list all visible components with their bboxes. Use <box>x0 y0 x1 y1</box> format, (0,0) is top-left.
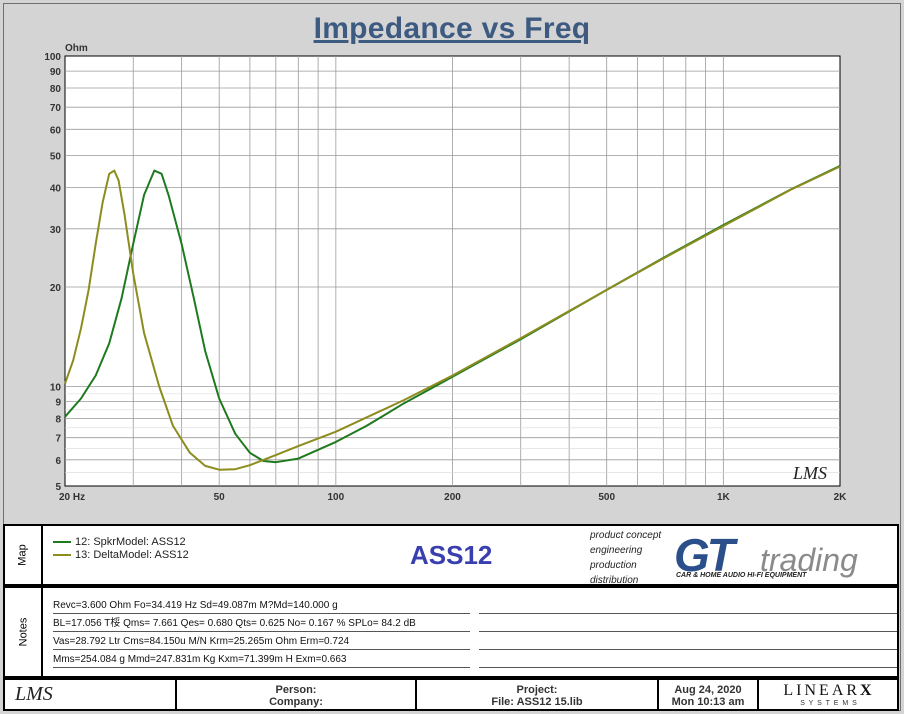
map-label: Map <box>17 544 29 566</box>
note-line: Mms=254.084 g Mmd=247.831m Kg Kxm=71.399… <box>53 652 470 668</box>
x-tick-label: 200 <box>444 492 461 503</box>
series-group <box>64 164 841 471</box>
notes-panel: Notes Revc=3.600 Ohm Fo=34.419 Hz Sd=49.… <box>3 586 899 678</box>
x-tick-label: 2K <box>834 492 848 503</box>
footer-date-cell: Aug 24, 2020 Mon 10:13 am <box>659 680 759 709</box>
note-line: Vas=28.792 Ltr Cms=84.150u M/N Krm=25.26… <box>53 634 470 650</box>
notes-side-label: Notes <box>5 588 43 676</box>
logo-gt: GT <box>674 529 735 581</box>
y-tick-label: 40 <box>50 184 62 195</box>
y-tick-label: 20 <box>50 283 62 294</box>
logo-tagline: CAR & HOME AUDIO HI-FI EQUIPMENT <box>676 572 807 579</box>
footer-lms-cell: LMS <box>5 680 177 709</box>
legend-item-spkr: 12: SpkrModel: ASS12 <box>53 536 186 548</box>
legend-label-spkr: 12: SpkrModel: ASS12 <box>75 536 186 548</box>
note-line: BL=17.056 T桵 Qms= 7.661 Qes= 0.680 Qts= … <box>53 616 470 632</box>
logo-word: product concept <box>590 530 662 541</box>
date-label: Aug 24, 2020 <box>674 684 742 696</box>
footer-project-cell: Project: File: ASS12 15.lib <box>417 680 659 709</box>
chart-title: Impedance vs Freq <box>313 12 591 45</box>
x-tick-labels: 20 Hz 50 100 200 500 1K 2K <box>59 492 847 503</box>
y-tick-label: 6 <box>55 456 61 467</box>
linearx-logo: LINEARX S Y S T E M S <box>765 682 893 710</box>
model-name: ASS12 <box>410 540 493 570</box>
file-label: File: ASS12 15.lib <box>491 696 583 708</box>
notes-label: Notes <box>17 617 29 647</box>
y-tick-label: 8 <box>55 415 61 426</box>
gt-trading-logo: product concept engineering production d… <box>590 528 902 586</box>
note-line-blank <box>479 634 897 650</box>
y-tick-label: 9 <box>55 398 61 409</box>
y-tick-labels: 5 6 7 8 9 10 20 30 40 50 60 70 80 90 100 <box>44 52 61 493</box>
lms-watermark: LMS <box>792 463 827 483</box>
brand-sub: S Y S T E M S <box>800 700 858 707</box>
logo-word: engineering <box>590 545 643 556</box>
person-label: Person: <box>275 684 317 696</box>
legend-swatch-delta <box>53 554 71 556</box>
impedance-chart: 5 6 7 8 9 10 20 30 40 50 60 70 80 90 100 20 Hz 50 100 200… <box>44 43 847 503</box>
legend-label-delta: 13: DeltaModel: ASS12 <box>75 549 189 561</box>
footer-lms-logo: LMS <box>15 683 53 705</box>
project-label: Project: <box>516 684 558 696</box>
map-panel: Map 12: SpkrModel: ASS12 13: DeltaModel:… <box>3 524 899 586</box>
footer-panel: LMS Person: Company: Project: File: ASS1… <box>3 678 899 711</box>
y-tick-label: 7 <box>55 434 61 445</box>
footer-person-cell: Person: Company: <box>177 680 417 709</box>
legend-swatch-spkr <box>53 541 71 543</box>
y-tick-label: 70 <box>50 103 62 114</box>
logo-word: distribution <box>590 575 639 586</box>
y-tick-label: 5 <box>55 482 61 493</box>
note-line: Revc=3.600 Ohm Fo=34.419 Hz Sd=49.087m M… <box>53 598 470 614</box>
logo-word: production <box>590 560 637 571</box>
x-tick-label: 20 Hz <box>59 492 85 503</box>
series-line-delta-model <box>64 165 841 471</box>
y-tick-label: 10 <box>50 383 62 394</box>
y-tick-label: 90 <box>50 67 62 78</box>
company-label: Company: <box>269 696 323 708</box>
y-tick-label: 80 <box>50 84 62 95</box>
brand-x: X <box>860 682 875 699</box>
time-label: Mon 10:13 am <box>671 696 745 708</box>
map-side-label: Map <box>5 526 43 584</box>
note-line-blank <box>479 616 897 632</box>
logo-words: product concept engineering production d… <box>590 528 661 588</box>
note-line-blank <box>479 598 897 614</box>
grid <box>65 56 840 486</box>
x-tick-label: 1K <box>717 492 731 503</box>
y-axis-label: Ohm <box>65 43 88 54</box>
x-tick-label: 100 <box>328 492 345 503</box>
y-tick-label: 30 <box>50 225 62 236</box>
y-tick-label: 60 <box>50 125 62 136</box>
y-tick-label: 100 <box>44 52 61 63</box>
note-line-blank <box>479 652 897 668</box>
brand-name: LINEAR <box>783 682 861 699</box>
x-tick-label: 500 <box>598 492 615 503</box>
legend-item-delta: 13: DeltaModel: ASS12 <box>53 549 189 561</box>
x-tick-label: 50 <box>214 492 226 503</box>
logo-trading: trading <box>760 542 858 578</box>
y-tick-label: 50 <box>50 151 62 162</box>
